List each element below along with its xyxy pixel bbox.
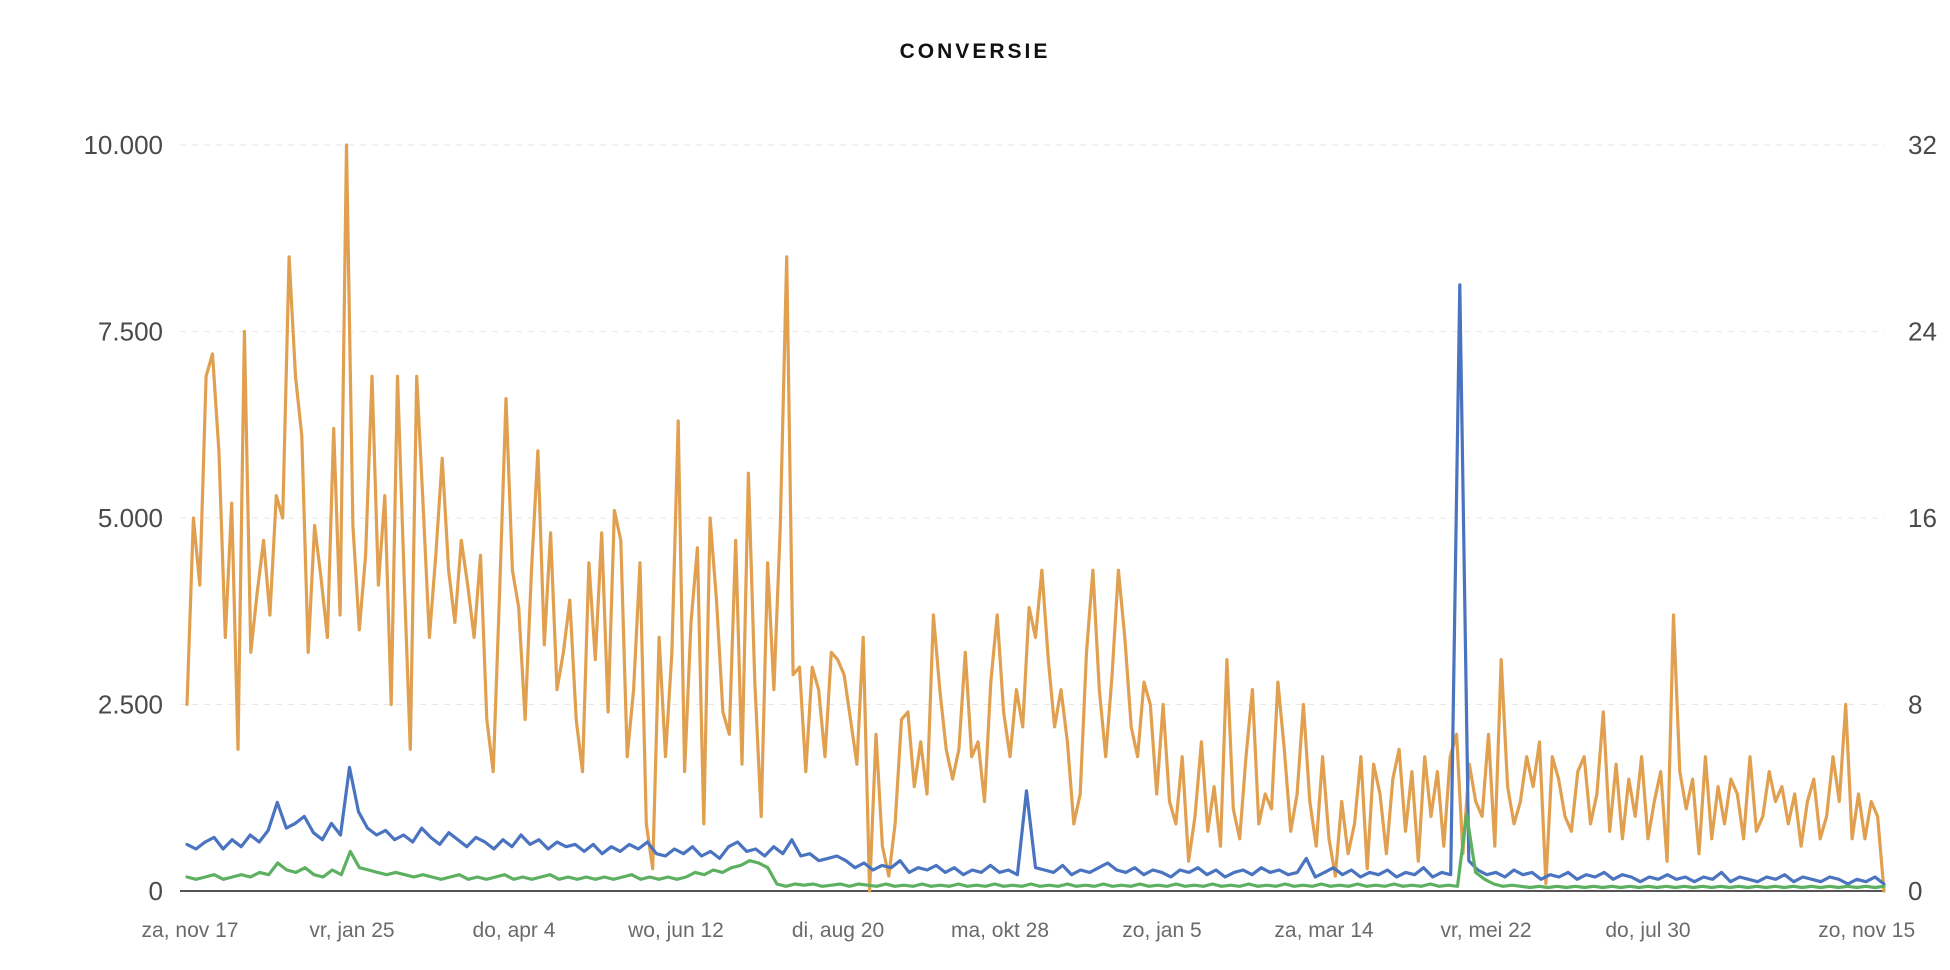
right-axis-tick-label: 32 [1908, 130, 1937, 160]
left-axis-tick-label: 5.000 [98, 503, 163, 533]
x-axis-tick-label: za, nov 17 [142, 919, 239, 942]
series-line-3 [185, 812, 1886, 890]
grid-lines [180, 144, 1885, 892]
right-axis-tick-label: 8 [1908, 690, 1922, 720]
x-axis-tick-label: vr, jan 25 [309, 919, 394, 942]
series-line-1 [185, 143, 1886, 893]
x-axis-tick-label: do, jul 30 [1605, 919, 1690, 942]
x-axis-tick-label: ma, okt 28 [951, 919, 1049, 942]
x-axis-tick-label: zo, jan 5 [1122, 919, 1201, 942]
left-axis-tick-label: 7.500 [98, 317, 163, 347]
right-axis-tick-label: 16 [1908, 503, 1937, 533]
x-axis-tick-label: za, mar 14 [1274, 919, 1374, 942]
x-axis-tick-label: di, aug 20 [792, 919, 884, 942]
left-axis-tick-label: 10.000 [83, 130, 163, 160]
right-axis-tick-label: 0 [1908, 876, 1922, 906]
x-axis-tick-label: vr, mei 22 [1440, 919, 1531, 942]
series-layer [185, 143, 1886, 893]
left-y-axis: 0 2.500 5.000 7.500 10.000 [83, 130, 163, 906]
x-axis-tick-label: zo, nov 15 [1818, 919, 1915, 942]
right-y-axis: 0 8 16 24 32 [1908, 130, 1937, 906]
x-axis: za, nov 17 vr, jan 25 do, apr 4 wo, jun 12 d… [142, 919, 1916, 942]
left-axis-tick-label: 2.500 [98, 690, 163, 720]
x-axis-tick-label: do, apr 4 [473, 919, 556, 942]
chart-title: CONVERSIE [899, 40, 1051, 63]
right-axis-tick-label: 24 [1908, 317, 1937, 347]
left-axis-tick-label: 0 [149, 876, 163, 906]
series-line-2 [185, 283, 1886, 886]
x-axis-tick-label: wo, jun 12 [627, 919, 724, 942]
